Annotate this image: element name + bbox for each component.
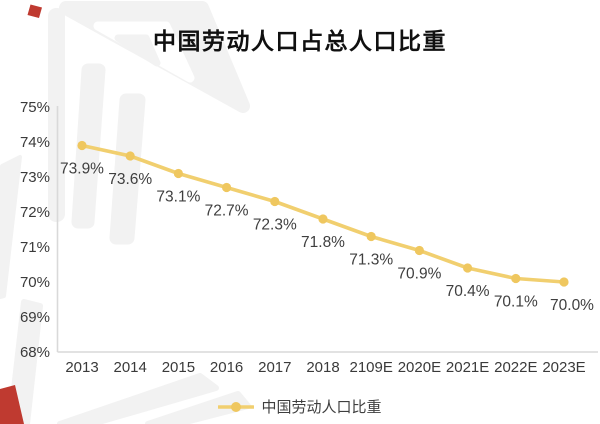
chart-title: 中国劳动人口占总人口比重: [153, 28, 447, 54]
data-point-marker: [173, 168, 183, 179]
y-tick-label: 69%: [20, 309, 50, 326]
y-tick-label: 72%: [20, 204, 50, 221]
data-label: 70.9%: [397, 266, 441, 283]
x-tick-label: 2018: [306, 359, 339, 376]
red-corner-decor: [0, 385, 24, 424]
data-label: 73.1%: [156, 189, 200, 206]
data-point-marker: [463, 263, 473, 273]
legend-series-label: 中国劳动人口比重: [261, 399, 382, 416]
x-tick-label: 2014: [114, 359, 147, 376]
data-label: 70.0%: [550, 297, 594, 314]
y-tick-label: 68%: [20, 344, 50, 361]
y-tick-label: 73%: [20, 169, 50, 186]
data-label: 72.7%: [205, 203, 249, 220]
data-label: 71.8%: [301, 234, 345, 251]
data-label: 71.3%: [349, 252, 393, 269]
x-tick-label: 2023E: [542, 359, 585, 376]
data-label: 70.4%: [446, 283, 490, 300]
data-point-marker: [559, 277, 569, 287]
x-tick-label: 2017: [258, 359, 291, 376]
legend: 中国劳动人口比重: [0, 396, 600, 417]
data-point-marker: [77, 140, 87, 151]
y-tick-label: 70%: [20, 274, 50, 291]
data-point-marker: [414, 245, 424, 256]
x-tick-label: 2013: [65, 359, 98, 376]
x-tick-label: 2022E: [494, 359, 537, 376]
data-point-marker: [222, 182, 232, 193]
legend-line-swatch: [218, 401, 255, 412]
data-point-marker: [270, 196, 280, 207]
data-label: 73.9%: [60, 161, 104, 178]
y-tick-label: 75%: [20, 99, 50, 116]
data-point-marker: [318, 214, 328, 224]
data-label: 73.6%: [108, 171, 152, 188]
x-tick-label: 2020E: [398, 359, 441, 376]
x-tick-label: 2016: [210, 359, 243, 376]
y-tick-label: 71%: [20, 239, 50, 256]
data-point-marker: [366, 231, 376, 242]
x-tick-label: 2015: [162, 359, 195, 376]
x-tick-label: 2021E: [446, 359, 489, 376]
series-line: [80, 143, 566, 284]
data-point-marker: [511, 273, 521, 284]
red-diamond-decor: [27, 4, 42, 18]
data-label: 70.1%: [494, 294, 538, 311]
data-point-marker: [125, 151, 135, 161]
y-tick-label: 74%: [20, 134, 50, 151]
data-label: 72.3%: [253, 217, 297, 234]
x-tick-label: 2109E: [350, 359, 393, 376]
